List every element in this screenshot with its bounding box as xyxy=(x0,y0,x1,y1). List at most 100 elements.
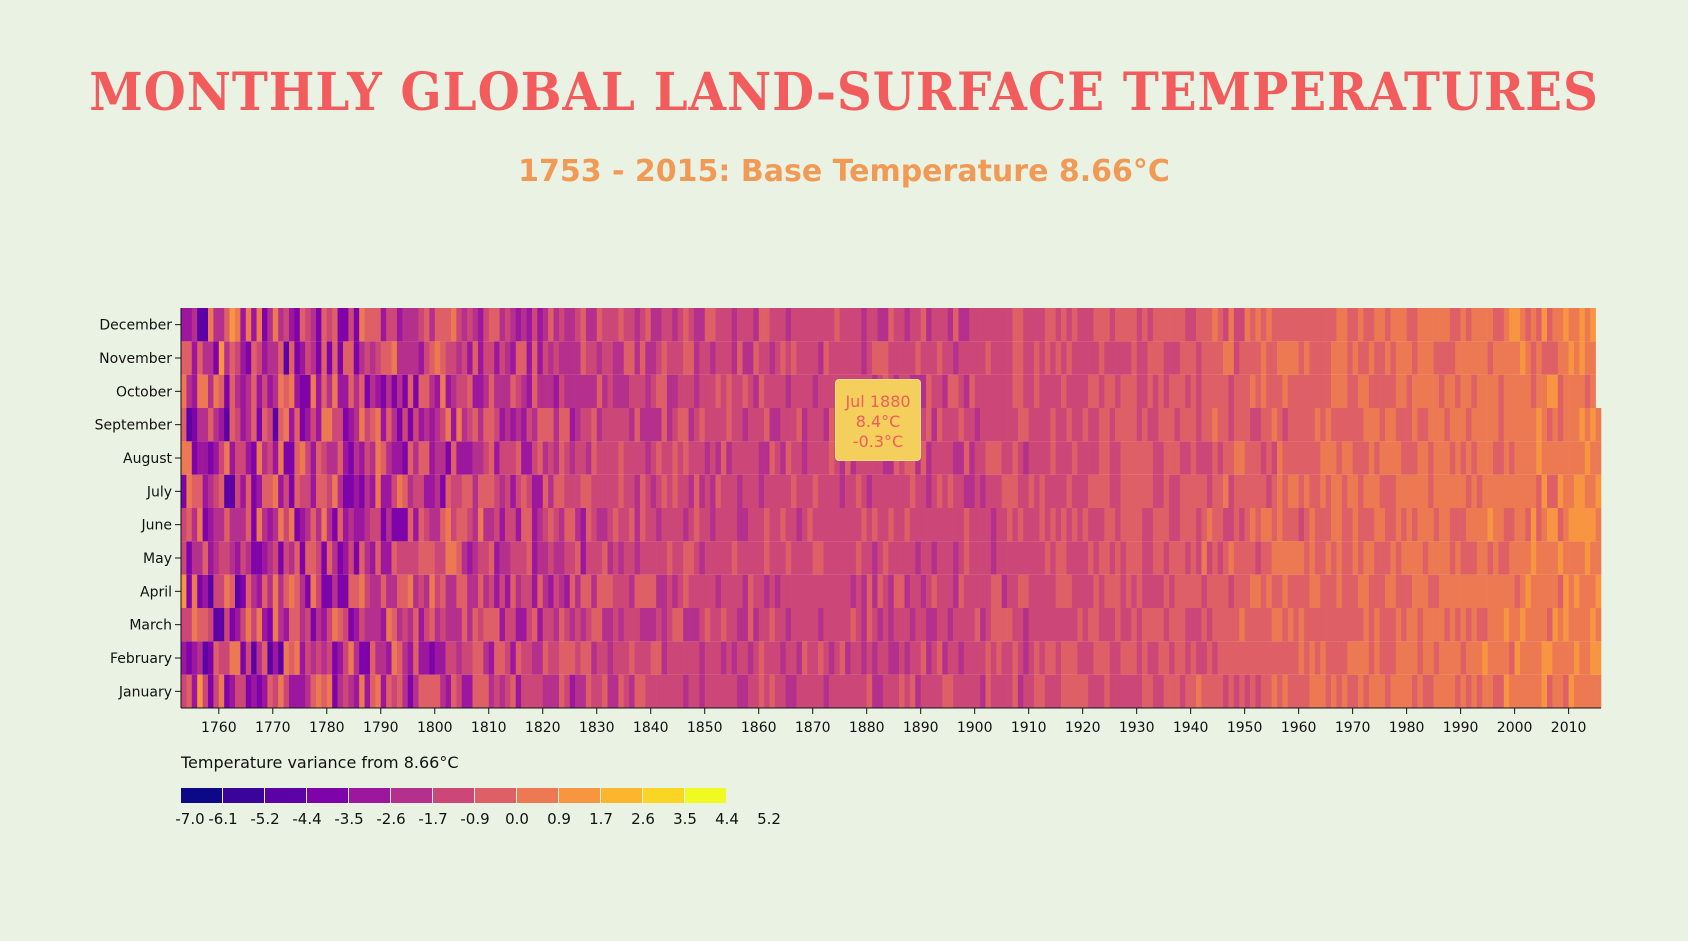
heatmap-cell[interactable] xyxy=(861,341,867,375)
heatmap-cell[interactable] xyxy=(1044,474,1051,508)
heatmap-cell[interactable] xyxy=(1196,641,1202,675)
heatmap-cell[interactable] xyxy=(828,674,835,708)
heatmap-cell[interactable] xyxy=(1498,674,1505,708)
heatmap-cell[interactable] xyxy=(494,474,500,508)
heatmap-cell[interactable] xyxy=(348,308,355,342)
heatmap-cell[interactable] xyxy=(1061,608,1067,642)
heatmap-cell[interactable] xyxy=(980,374,986,408)
heatmap-cell[interactable] xyxy=(261,341,268,375)
heatmap-cell[interactable] xyxy=(1304,674,1310,708)
heatmap-cell[interactable] xyxy=(1520,408,1526,442)
heatmap-cell[interactable] xyxy=(1217,308,1224,342)
heatmap-cell[interactable] xyxy=(958,308,965,342)
heatmap-cell[interactable] xyxy=(240,541,247,575)
heatmap-cell[interactable] xyxy=(1066,341,1073,375)
heatmap-cell[interactable] xyxy=(1250,541,1256,575)
heatmap-cell[interactable] xyxy=(305,674,311,708)
heatmap-cell[interactable] xyxy=(251,508,257,542)
heatmap-cell[interactable] xyxy=(936,474,943,508)
heatmap-cell[interactable] xyxy=(1336,408,1343,442)
heatmap-cell[interactable] xyxy=(1520,574,1526,608)
heatmap-cell[interactable] xyxy=(1325,374,1332,408)
heatmap-cell[interactable] xyxy=(1158,374,1164,408)
heatmap-cell[interactable] xyxy=(1574,408,1580,442)
heatmap-cell[interactable] xyxy=(1109,608,1116,642)
heatmap-cell[interactable] xyxy=(1536,408,1542,442)
heatmap-cell[interactable] xyxy=(742,541,749,575)
heatmap-cell[interactable] xyxy=(1341,341,1348,375)
heatmap-cell[interactable] xyxy=(764,641,770,675)
heatmap-cell[interactable] xyxy=(1125,474,1132,508)
heatmap-cell[interactable] xyxy=(267,641,274,675)
heatmap-cell[interactable] xyxy=(315,641,322,675)
heatmap-cell[interactable] xyxy=(1174,308,1181,342)
heatmap-cell[interactable] xyxy=(1422,341,1429,375)
heatmap-cell[interactable] xyxy=(1001,441,1008,475)
heatmap-cell[interactable] xyxy=(796,341,803,375)
heatmap-cell[interactable] xyxy=(1352,541,1359,575)
heatmap-cell[interactable] xyxy=(467,308,473,342)
heatmap-cell[interactable] xyxy=(1433,641,1440,675)
heatmap-cell[interactable] xyxy=(1428,441,1434,475)
heatmap-cell[interactable] xyxy=(310,674,317,708)
heatmap-cell[interactable] xyxy=(261,674,268,708)
heatmap-cell[interactable] xyxy=(256,541,263,575)
heatmap-cell[interactable] xyxy=(629,374,635,408)
heatmap-cell[interactable] xyxy=(645,574,652,608)
heatmap-cell[interactable] xyxy=(1363,474,1370,508)
heatmap-cell[interactable] xyxy=(677,341,684,375)
heatmap-cell[interactable] xyxy=(353,374,360,408)
heatmap-cell[interactable] xyxy=(693,674,700,708)
heatmap-cell[interactable] xyxy=(1077,374,1083,408)
heatmap-cell[interactable] xyxy=(1476,408,1483,442)
heatmap-cell[interactable] xyxy=(958,641,965,675)
heatmap-cell[interactable] xyxy=(1028,574,1035,608)
heatmap-cell[interactable] xyxy=(1449,608,1456,642)
heatmap-cell[interactable] xyxy=(467,574,473,608)
heatmap-cell[interactable] xyxy=(1082,474,1089,508)
heatmap-cell[interactable] xyxy=(472,374,479,408)
heatmap-cell[interactable] xyxy=(769,441,776,475)
heatmap-cell[interactable] xyxy=(855,341,862,375)
heatmap-cell[interactable] xyxy=(1044,408,1051,442)
heatmap-cell[interactable] xyxy=(1374,341,1380,375)
heatmap-cell[interactable] xyxy=(791,408,797,442)
heatmap-cell[interactable] xyxy=(342,641,349,675)
heatmap-cell[interactable] xyxy=(1493,474,1499,508)
heatmap-cell[interactable] xyxy=(548,641,554,675)
heatmap-cell[interactable] xyxy=(1142,474,1148,508)
heatmap-cell[interactable] xyxy=(1444,341,1451,375)
heatmap-cell[interactable] xyxy=(402,608,409,642)
heatmap-cell[interactable] xyxy=(1287,308,1294,342)
heatmap-cell[interactable] xyxy=(1196,574,1202,608)
heatmap-cell[interactable] xyxy=(726,674,733,708)
heatmap-cell[interactable] xyxy=(310,374,317,408)
heatmap-cell[interactable] xyxy=(656,374,662,408)
heatmap-cell[interactable] xyxy=(267,608,274,642)
heatmap-cell[interactable] xyxy=(1093,308,1100,342)
heatmap-cell[interactable] xyxy=(396,308,403,342)
heatmap-cell[interactable] xyxy=(423,474,430,508)
heatmap-cell[interactable] xyxy=(348,441,355,475)
heatmap-cell[interactable] xyxy=(272,574,279,608)
heatmap-cell[interactable] xyxy=(1239,474,1245,508)
heatmap-cell[interactable] xyxy=(434,641,441,675)
heatmap-cell[interactable] xyxy=(877,641,884,675)
heatmap-cell[interactable] xyxy=(672,608,679,642)
heatmap-cell[interactable] xyxy=(661,341,668,375)
heatmap-cell[interactable] xyxy=(791,441,797,475)
heatmap-cell[interactable] xyxy=(1239,608,1245,642)
heatmap-cell[interactable] xyxy=(872,641,878,675)
heatmap-cell[interactable] xyxy=(1260,441,1267,475)
heatmap-cell[interactable] xyxy=(1158,608,1164,642)
heatmap-cell[interactable] xyxy=(980,341,986,375)
heatmap-cell[interactable] xyxy=(1574,674,1580,708)
heatmap-cell[interactable] xyxy=(1530,508,1537,542)
heatmap-cell[interactable] xyxy=(1028,441,1035,475)
heatmap-cell[interactable] xyxy=(591,408,598,442)
heatmap-cell[interactable] xyxy=(267,508,274,542)
heatmap-cell[interactable] xyxy=(1460,541,1467,575)
heatmap-cell[interactable] xyxy=(1444,541,1451,575)
heatmap-cell[interactable] xyxy=(402,408,409,442)
heatmap-cell[interactable] xyxy=(1336,541,1343,575)
